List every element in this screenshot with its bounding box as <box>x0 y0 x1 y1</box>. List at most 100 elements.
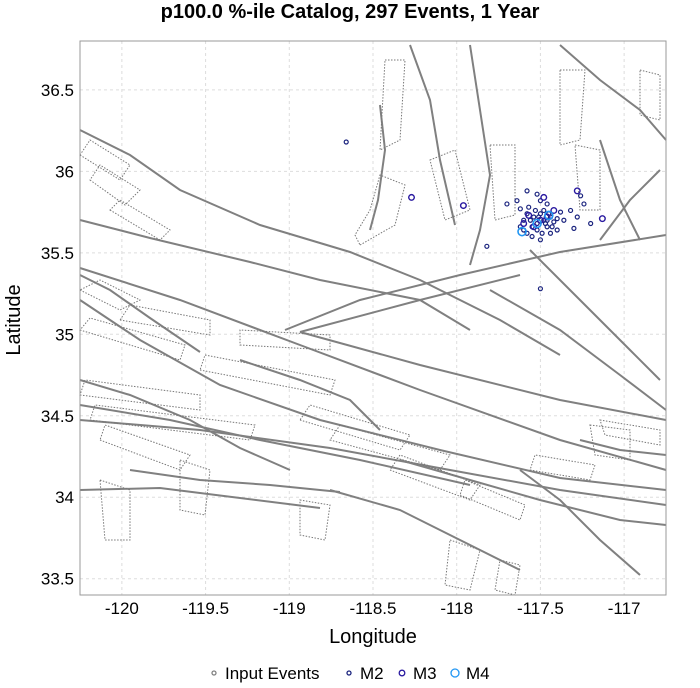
event-point-m2 <box>551 219 557 225</box>
fault-zone <box>589 424 631 461</box>
fault-zone <box>79 317 186 361</box>
x-tick-label: -120 <box>105 599 139 618</box>
x-tick-label: -119.5 <box>182 599 229 618</box>
event-point-m2 <box>532 207 539 214</box>
event-point-m2 <box>571 225 577 231</box>
event-point-m2 <box>544 201 550 207</box>
y-tick-label: 34.5 <box>41 407 74 426</box>
fault-trace <box>79 486 321 509</box>
event-point-m2 <box>557 209 564 215</box>
fault-zone <box>119 304 211 336</box>
event-point-m2 <box>561 217 567 223</box>
fault-zone <box>574 144 601 211</box>
fault-trace <box>559 44 667 141</box>
fault-trace <box>579 439 667 456</box>
fault-zone <box>89 164 141 206</box>
fault-zone <box>89 404 256 441</box>
x-axis-ticks: -120 -119.5 -119 -118.5 -118 -117.5 -117 <box>105 599 641 618</box>
event-point-m2 <box>517 206 523 212</box>
event-point-m2 <box>554 227 560 233</box>
fault-trace <box>79 219 471 331</box>
x-tick-label: -117 <box>608 599 641 618</box>
fault-trace <box>79 299 667 491</box>
fault-trace <box>519 469 641 576</box>
y-tick-label: 34 <box>55 488 74 507</box>
event-point-m2 <box>544 217 550 223</box>
event-point-m4 <box>517 226 527 237</box>
event-point-m3 <box>573 187 581 195</box>
legend-m2-label: M2 <box>360 664 384 683</box>
fault-zone <box>489 144 516 221</box>
fault-zone <box>99 424 191 471</box>
fault-trace <box>79 379 291 471</box>
event-point-m4 <box>543 210 554 221</box>
legend-m4-marker <box>450 668 460 678</box>
fault-zone <box>444 539 481 591</box>
fault-trace <box>129 469 341 493</box>
fault-zone <box>389 454 481 501</box>
event-point-m2 <box>524 211 530 217</box>
fault-trace <box>399 459 667 526</box>
y-tick-label: 33.5 <box>41 570 74 589</box>
legend-m2-marker <box>346 670 352 676</box>
event-point-m2 <box>514 198 520 204</box>
fault-zone <box>239 329 331 351</box>
event-point-m2 <box>554 216 560 222</box>
fault-zone <box>199 354 336 396</box>
fault-trace <box>79 267 667 471</box>
fault-zone <box>379 59 406 151</box>
fault-trace <box>79 419 667 506</box>
legend: Input Events M2 M3 M4 <box>211 664 490 683</box>
fault-trace <box>369 104 387 231</box>
event-points <box>343 139 606 292</box>
x-axis-label: Longitude <box>329 626 417 648</box>
event-point-m4 <box>532 218 542 229</box>
fault-zone <box>329 424 451 471</box>
event-point-m2 <box>539 230 545 236</box>
event-point-m2 <box>343 139 349 145</box>
event-point-m2 <box>537 237 544 243</box>
event-point-m2 <box>484 243 490 249</box>
y-tick-label: 35.5 <box>41 244 74 263</box>
x-tick-label: -118.5 <box>350 599 397 618</box>
y-tick-label: 36 <box>55 162 74 181</box>
x-tick-label: -118 <box>440 599 473 618</box>
event-point-m2 <box>578 193 584 199</box>
event-point-m2 <box>517 224 523 230</box>
fault-zone <box>559 69 586 146</box>
event-point-m3 <box>540 193 548 201</box>
y-tick-label: 35 <box>55 325 74 344</box>
fault-trace <box>489 289 667 411</box>
fault-zone <box>109 199 171 241</box>
event-point-m2 <box>547 230 554 236</box>
event-point-m2 <box>504 201 510 207</box>
event-point-m2 <box>521 217 527 223</box>
fault-trace <box>409 44 456 226</box>
event-point-m2 <box>567 207 574 214</box>
fault-zone <box>529 454 596 481</box>
y-axis-label: Latitude <box>3 284 25 355</box>
event-point-m3 <box>550 206 558 214</box>
event-point-m2 <box>534 220 540 227</box>
x-tick-label: -117.5 <box>517 599 564 618</box>
fault-zone <box>99 479 131 541</box>
fault-zone <box>299 404 411 451</box>
event-point-m2 <box>588 220 594 227</box>
event-point-m2 <box>541 207 547 214</box>
event-point-m2 <box>581 201 587 207</box>
event-point-m2 <box>534 191 540 197</box>
legend-m3-marker <box>398 669 406 677</box>
event-point-m2 <box>531 214 537 220</box>
event-point-m3 <box>598 215 606 223</box>
fault-trace <box>284 234 667 331</box>
y-axis-ticks: 33.5 34 34.5 35 35.5 36 36.5 <box>41 81 74 589</box>
x-tick-label: -119 <box>273 599 306 618</box>
event-point-m3 <box>408 193 416 201</box>
fault-trace <box>329 489 521 571</box>
event-point-m3 <box>520 219 528 227</box>
event-point-m2 <box>537 286 544 292</box>
fault-trace <box>599 139 641 241</box>
plot-frame <box>79 40 667 596</box>
fault-zone <box>79 139 131 181</box>
